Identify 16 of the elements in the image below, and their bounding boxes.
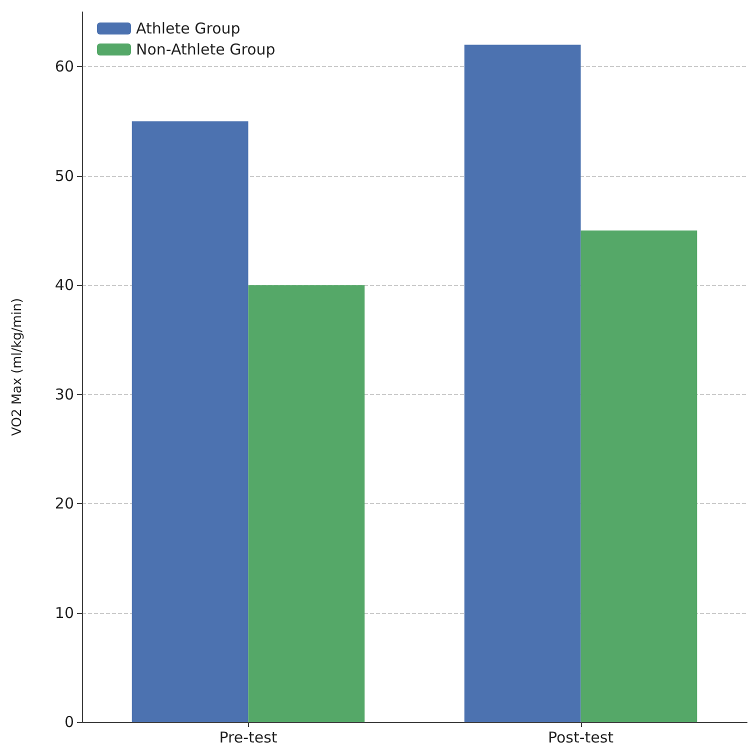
y-tick-label: 0 — [64, 713, 74, 731]
y-tick-label: 50 — [54, 166, 74, 185]
legend-label: Non-Athlete Group — [136, 40, 276, 58]
bar — [580, 230, 698, 722]
y-tick-label: 10 — [54, 604, 74, 622]
y-tick-label: 30 — [54, 385, 74, 404]
bar — [248, 285, 365, 722]
legend-label: Athlete Group — [136, 20, 240, 38]
x-tick-label: Pre-test — [219, 728, 278, 746]
y-tick-label: 40 — [54, 276, 74, 294]
bar — [464, 44, 581, 722]
y-tick-label: 60 — [54, 58, 74, 76]
y-axis-title: VO2 Max (ml/kg/min) — [10, 298, 25, 436]
x-tick-label: Post-test — [548, 728, 614, 746]
y-tick-label: 20 — [54, 494, 74, 513]
bar — [132, 121, 248, 722]
